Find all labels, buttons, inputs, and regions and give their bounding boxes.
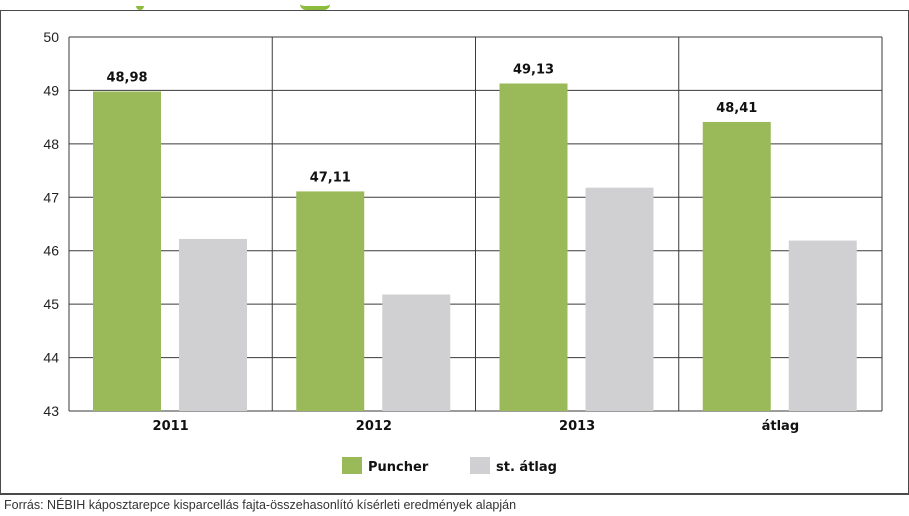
y-tick-label: 49: [43, 82, 59, 98]
x-axis-categories: 2011 2012 2013 átlag: [153, 419, 800, 434]
data-labels: 48,98 47,11 49,13 48,41: [106, 62, 757, 185]
data-label: 47,11: [310, 170, 351, 185]
y-tick-label: 47: [43, 189, 59, 205]
legend: Puncher st. átlag: [342, 457, 557, 475]
y-tick-label: 48: [43, 136, 59, 152]
x-category-label: 2011: [153, 419, 189, 434]
y-tick-label: 46: [43, 243, 59, 259]
data-label: 48,98: [106, 70, 147, 85]
bars: [93, 83, 857, 412]
legend-swatch: [470, 457, 490, 474]
bar-chart: 43 44 45 46 47 48 49 50 48,98 47,11 49,13 48,41 20…: [43, 29, 883, 475]
legend-label: Puncher: [368, 460, 429, 475]
x-category-label: 2012: [356, 419, 392, 434]
bar-puncher: [93, 91, 161, 412]
y-tick-label: 43: [43, 403, 59, 419]
y-tick-label: 45: [43, 296, 59, 312]
legend-swatch: [342, 457, 362, 474]
title-fragment: [136, 0, 144, 10]
y-axis-ticks: 43 44 45 46 47 48 49 50: [43, 29, 59, 419]
bar-puncher: [499, 83, 568, 412]
bar-st-atlag: [788, 240, 857, 411]
x-category-label: 2013: [559, 419, 595, 434]
title-fragment: [300, 0, 330, 10]
bar-puncher: [296, 191, 365, 411]
data-label: 48,41: [716, 101, 757, 116]
y-tick-label: 44: [43, 350, 59, 366]
x-category-label: átlag: [762, 419, 800, 434]
source-note: Forrás: NÉBIH káposztarepce kisparcellás…: [4, 498, 517, 512]
bar-st-atlag: [382, 294, 451, 411]
legend-label: st. átlag: [496, 460, 557, 475]
y-tick-label: 50: [43, 29, 59, 45]
bar-st-atlag: [179, 238, 247, 411]
title-strip: [0, 0, 909, 11]
bar-st-atlag: [585, 187, 654, 411]
data-label: 49,13: [513, 62, 554, 77]
bar-puncher: [702, 121, 771, 412]
footer: Forrás: NÉBIH káposztarepce kisparcellás…: [0, 494, 909, 516]
